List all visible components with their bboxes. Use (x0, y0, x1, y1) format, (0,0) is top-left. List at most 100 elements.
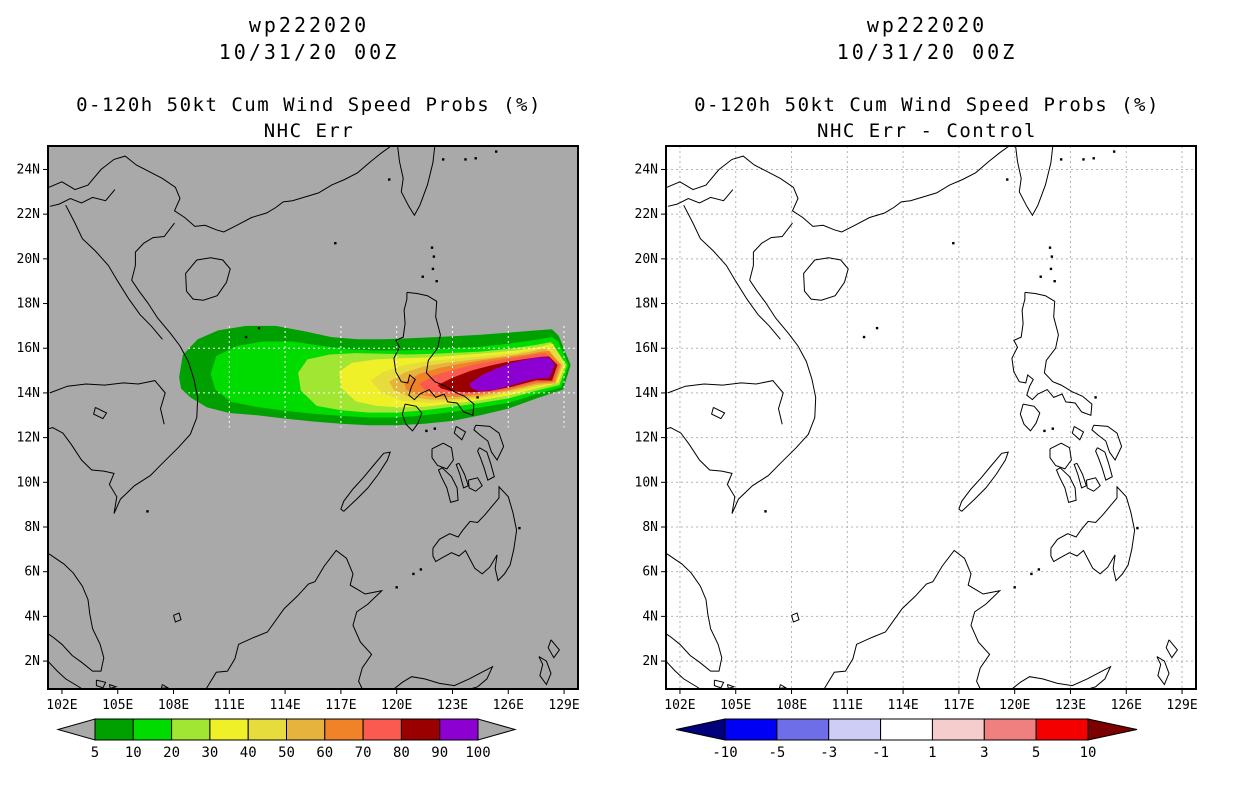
svg-text:8N: 8N (24, 520, 40, 535)
svg-text:80: 80 (393, 745, 410, 761)
svg-text:2N: 2N (24, 654, 40, 669)
product-title: 0-120h 50kt Cum Wind Speed Probs (%) (694, 94, 1160, 116)
svg-text:90: 90 (431, 745, 448, 761)
svg-text:114E: 114E (269, 698, 300, 713)
probability-map: 24N 22N 20N 18N 16N 14N 12N 10N 8N 6N 4N 2N 102E 105E… (17, 145, 580, 761)
axis-ticks (43, 168, 565, 694)
colorbar (675, 718, 1138, 741)
longitude-labels: 102E 105E 108E 111E 114E 117E 120E 123E 126E 129E (664, 698, 1197, 713)
svg-text:10: 10 (125, 745, 142, 761)
svg-text:2N: 2N (642, 654, 658, 669)
svg-text:24N: 24N (635, 162, 658, 177)
svg-text:114E: 114E (887, 698, 918, 713)
svg-text:18N: 18N (17, 297, 40, 312)
init-time: 10/31/20 00Z (836, 40, 1018, 64)
difference-map: 24N 22N 20N 18N 16N 14N 12N 10N 8N 6N 4N 2N 102E 105E… (635, 145, 1198, 761)
svg-text:120E: 120E (381, 698, 412, 713)
svg-text:6N: 6N (24, 565, 40, 580)
colorbar-arrow-right (1087, 718, 1138, 741)
svg-text:16N: 16N (17, 341, 40, 356)
storm-id: wp222020 (248, 13, 370, 37)
svg-text:3: 3 (980, 745, 988, 761)
svg-text:126E: 126E (1111, 698, 1142, 713)
title-spacer (0, 66, 618, 92)
svg-text:20N: 20N (17, 252, 40, 267)
svg-text:108E: 108E (158, 698, 189, 713)
colorbar-labels: 5 10 20 30 40 50 60 70 80 90 100 (91, 745, 491, 761)
coastlines (48, 145, 561, 690)
panel-difference: wp222020 10/31/20 00Z 0-120h 50kt Cum Wi… (618, 0, 1236, 800)
svg-text:10N: 10N (17, 475, 40, 490)
axis-ticks (661, 168, 1183, 694)
svg-text:100: 100 (465, 745, 490, 761)
svg-text:126E: 126E (493, 698, 524, 713)
colorbar (56, 718, 517, 741)
svg-text:111E: 111E (214, 698, 245, 713)
svg-text:-3: -3 (820, 745, 837, 761)
svg-text:14N: 14N (17, 386, 40, 401)
colorbar-arrow-left (56, 718, 96, 741)
svg-text:50: 50 (278, 745, 295, 761)
storm-id: wp222020 (866, 13, 988, 37)
svg-text:117E: 117E (943, 698, 974, 713)
colorbar-labels: -10 -5 -3 -1 1 3 5 10 (712, 745, 1096, 761)
svg-text:20N: 20N (635, 252, 658, 267)
contour-90pct (469, 357, 555, 392)
svg-text:105E: 105E (102, 698, 133, 713)
gridlines (666, 146, 1196, 689)
longitude-labels: 102E 105E 108E 111E 114E 117E 120E 123E 126E 129E (46, 698, 579, 713)
map-background (666, 146, 1196, 689)
svg-text:129E: 129E (1166, 698, 1197, 713)
gridlines (188, 323, 578, 428)
latitude-labels: 24N 22N 20N 18N 16N 14N 12N 10N 8N 6N 4N 2N (17, 162, 40, 669)
colorbar-arrow-right (477, 718, 517, 741)
svg-text:105E: 105E (720, 698, 751, 713)
svg-text:60: 60 (316, 745, 333, 761)
svg-text:30: 30 (201, 745, 218, 761)
svg-text:16N: 16N (635, 341, 658, 356)
svg-text:4N: 4N (24, 609, 40, 624)
svg-text:6N: 6N (642, 565, 658, 580)
svg-text:123E: 123E (437, 698, 468, 713)
model-label: NHC Err (263, 120, 355, 142)
svg-text:24N: 24N (17, 162, 40, 177)
svg-text:123E: 123E (1055, 698, 1086, 713)
map-border (665, 145, 1197, 690)
product-title: 0-120h 50kt Cum Wind Speed Probs (%) (76, 94, 542, 116)
svg-text:40: 40 (240, 745, 257, 761)
svg-text:-1: -1 (872, 745, 889, 761)
model-label: NHC Err - Control (817, 120, 1037, 142)
svg-text:10: 10 (1080, 745, 1097, 761)
svg-text:-10: -10 (712, 745, 737, 761)
panel-probability: wp222020 10/31/20 00Z 0-120h 50kt Cum Wi… (0, 0, 618, 761)
svg-text:8N: 8N (642, 520, 658, 535)
title-spacer (618, 66, 1236, 92)
map-border (47, 145, 579, 690)
svg-text:22N: 22N (17, 207, 40, 222)
svg-text:117E: 117E (325, 698, 356, 713)
svg-text:5: 5 (1032, 745, 1040, 761)
svg-text:111E: 111E (832, 698, 863, 713)
svg-text:12N: 12N (635, 431, 658, 446)
svg-text:5: 5 (91, 745, 99, 761)
svg-text:18N: 18N (635, 297, 658, 312)
svg-text:129E: 129E (548, 698, 579, 713)
svg-text:102E: 102E (46, 698, 77, 713)
init-time: 10/31/20 00Z (218, 40, 400, 64)
left-title-block: wp222020 10/31/20 00Z 0-120h 50kt Cum Wi… (0, 0, 618, 145)
svg-text:14N: 14N (635, 386, 658, 401)
colorbar-arrow-left (675, 718, 726, 741)
svg-text:-5: -5 (768, 745, 785, 761)
svg-text:20: 20 (163, 745, 180, 761)
svg-text:12N: 12N (17, 431, 40, 446)
probability-swath (179, 325, 571, 426)
latitude-labels: 24N 22N 20N 18N 16N 14N 12N 10N 8N 6N 4N 2N (635, 162, 658, 669)
svg-text:4N: 4N (642, 609, 658, 624)
svg-text:70: 70 (355, 745, 372, 761)
svg-text:10N: 10N (635, 475, 658, 490)
right-title-block: wp222020 10/31/20 00Z 0-120h 50kt Cum Wi… (618, 0, 1236, 145)
svg-text:102E: 102E (664, 698, 695, 713)
svg-text:108E: 108E (776, 698, 807, 713)
svg-text:1: 1 (928, 745, 936, 761)
svg-text:22N: 22N (635, 207, 658, 222)
